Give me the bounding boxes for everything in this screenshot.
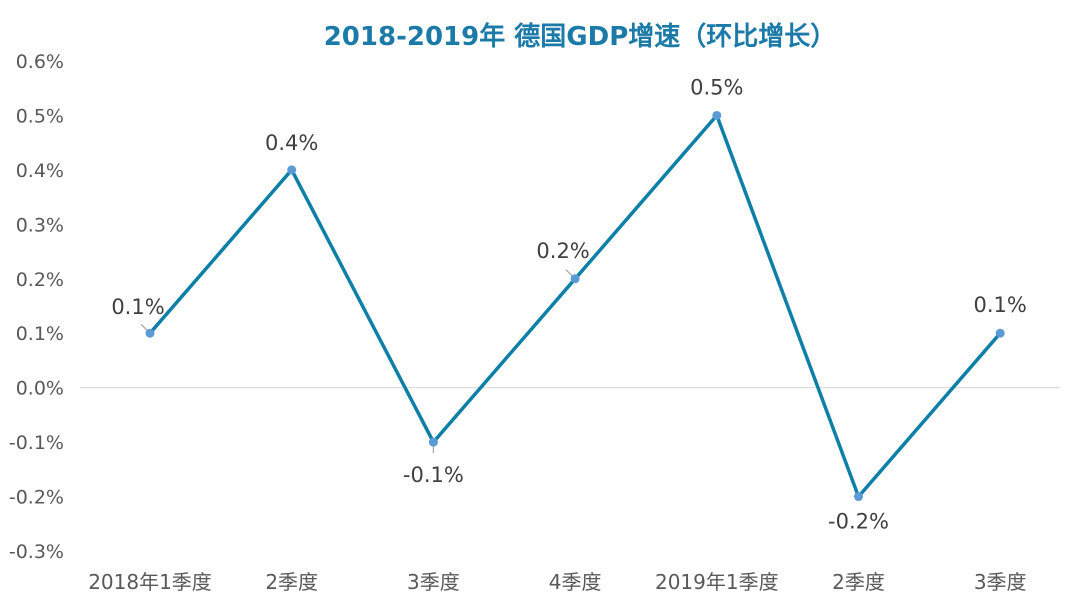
data-label: -0.1% [403,463,464,487]
y-tick-label: 0.3% [16,214,64,236]
y-tick-label: -0.1% [9,432,64,454]
y-tick-label: 0.5% [16,105,64,127]
data-point [712,110,722,120]
chart-title: 2018-2019年 德国GDP增速（环比增长） [324,21,837,52]
data-point [995,328,1005,338]
x-tick-label: 4季度 [549,570,602,594]
data-label: 0.5% [690,75,743,99]
x-axis-ticks: 2018年1季度 2季度 3季度 4季度 2019年1季度 2季度 3季度 [88,570,1026,594]
x-tick-label: 2019年1季度 [655,570,779,594]
y-tick-label: -0.2% [9,487,64,509]
data-label: 0.4% [265,131,318,155]
x-tick-label: 2018年1季度 [88,570,212,594]
data-label: 0.1% [974,293,1027,317]
y-tick-label: 0.6% [16,51,64,73]
data-point [428,437,438,447]
y-axis-ticks: 0.6% 0.5% 0.4% 0.3% 0.2% 0.1% 0.0% -0.1% -0.2% -0… [9,51,64,563]
series-line [148,112,1002,500]
data-points [145,110,1005,502]
data-point [287,165,297,175]
data-point [570,274,580,284]
data-label: -0.2% [828,510,889,534]
y-tick-label: -0.3% [9,541,64,563]
data-labels: 0.1% 0.4% -0.1% 0.2% 0.5% -0.2% 0.1% [111,75,1027,533]
data-point [145,328,155,338]
x-tick-label: 3季度 [407,570,460,594]
x-tick-label: 2季度 [265,570,318,594]
x-tick-label: 3季度 [974,570,1027,594]
x-tick-label: 2季度 [832,570,885,594]
data-point [854,492,863,502]
y-tick-label: 0.2% [16,269,64,291]
y-tick-label: 0.1% [16,323,64,345]
y-tick-label: 0.4% [16,160,64,182]
data-label: 0.1% [111,295,164,319]
y-tick-label: 0.0% [16,378,64,400]
data-label: 0.2% [536,239,589,263]
